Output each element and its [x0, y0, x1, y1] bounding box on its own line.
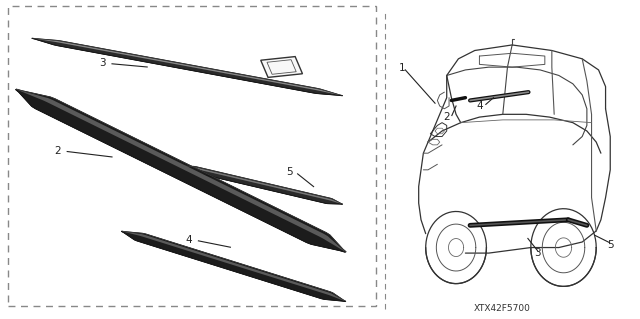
Text: 5: 5 [607, 240, 614, 250]
Text: 3: 3 [534, 248, 541, 258]
Text: 3: 3 [99, 58, 106, 68]
Polygon shape [32, 38, 342, 96]
Polygon shape [16, 89, 346, 252]
Text: 2: 2 [444, 112, 450, 122]
Text: 4: 4 [476, 101, 483, 111]
Polygon shape [179, 166, 342, 204]
Bar [8, 6, 376, 306]
Text: XTX42F5700: XTX42F5700 [474, 304, 531, 313]
Polygon shape [32, 38, 342, 96]
Polygon shape [260, 56, 303, 78]
Polygon shape [122, 231, 346, 302]
Text: 1: 1 [399, 63, 405, 73]
Polygon shape [179, 166, 342, 204]
Text: 4: 4 [186, 235, 192, 245]
Text: 2: 2 [54, 145, 61, 156]
Polygon shape [15, 89, 346, 252]
Text: 5: 5 [287, 167, 293, 177]
Polygon shape [122, 231, 346, 301]
